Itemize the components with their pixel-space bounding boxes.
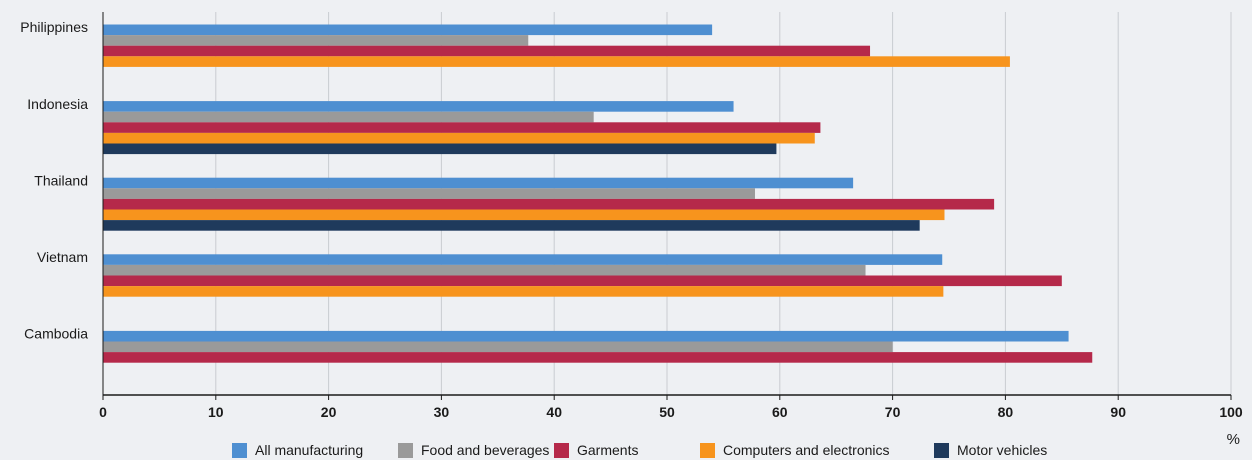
bar — [103, 177, 854, 189]
x-tick-label: 40 — [546, 404, 562, 420]
bar — [103, 56, 1010, 67]
bar — [103, 286, 944, 297]
bar — [103, 254, 943, 265]
bar — [103, 330, 1069, 342]
bar — [103, 352, 1093, 363]
legend-swatch — [554, 443, 569, 458]
category-label: Philippines — [20, 19, 88, 35]
bar — [103, 111, 594, 123]
legend-swatch — [700, 443, 715, 458]
x-tick-label: 0 — [99, 404, 107, 420]
x-tick-label: 70 — [885, 404, 901, 420]
bar — [103, 220, 920, 231]
x-tick-label: 100 — [1219, 404, 1243, 420]
bar — [103, 188, 755, 199]
bar — [103, 132, 815, 144]
x-unit-label: % — [1227, 431, 1240, 448]
x-tick-label: 30 — [434, 404, 450, 420]
legend-label: Computers and electronics — [723, 442, 890, 458]
bar — [103, 275, 1062, 287]
legend: All manufacturing Food and beverages Garme… — [232, 442, 1047, 458]
x-tick-label: 10 — [208, 404, 224, 420]
legend-label: Motor vehicles — [957, 442, 1047, 458]
x-tick-label: 20 — [321, 404, 337, 420]
x-tick-label: 50 — [659, 404, 675, 420]
bar — [103, 45, 871, 57]
category-label: Indonesia — [27, 96, 88, 112]
category-label: Thailand — [34, 172, 88, 188]
bar — [103, 35, 529, 46]
x-tick-label: 90 — [1110, 404, 1126, 420]
bar — [103, 143, 777, 155]
x-tick-labels: 0 10 20 30 40 50 60 70 80 90 100 — [99, 404, 1243, 420]
x-tick-label: 60 — [772, 404, 788, 420]
legend-label: Garments — [577, 442, 638, 458]
x-tick-label: 80 — [998, 404, 1014, 420]
bar-series — [103, 24, 1093, 363]
bar — [103, 101, 734, 112]
category-labels: Philippines Indonesia Thailand Vietnam Cambo… — [20, 19, 88, 341]
legend-label: Food and beverages — [421, 442, 549, 458]
category-label: Cambodia — [24, 326, 88, 342]
bar — [103, 24, 713, 36]
legend-swatch — [232, 443, 247, 458]
legend-swatch — [934, 443, 949, 458]
bar — [103, 209, 945, 221]
legend-swatch — [398, 443, 413, 458]
bar — [103, 264, 866, 276]
category-label: Vietnam — [37, 249, 88, 265]
bar — [103, 341, 893, 353]
bar — [103, 198, 995, 210]
legend-label: All manufacturing — [255, 442, 363, 458]
bar — [103, 122, 821, 133]
